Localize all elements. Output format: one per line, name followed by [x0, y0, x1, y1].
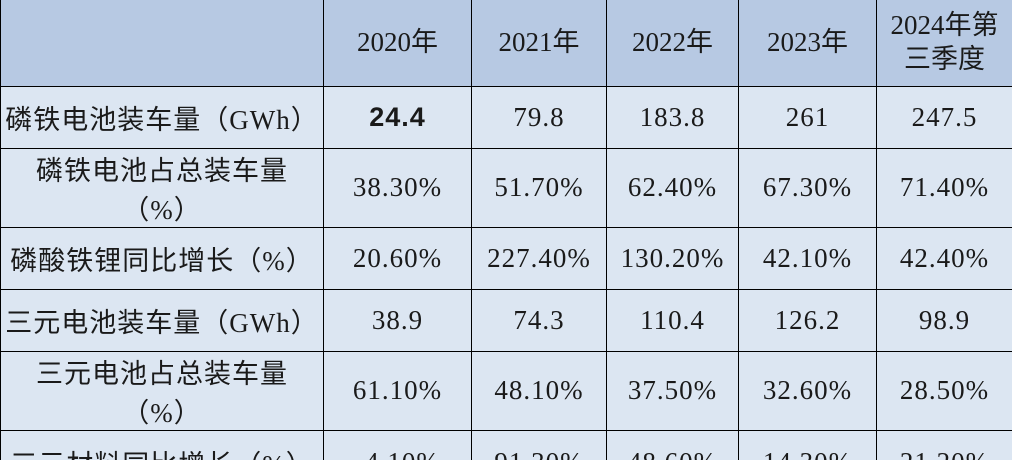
cell-value: 61.10%	[323, 350, 472, 431]
cell-value: 20.60%	[323, 226, 472, 290]
column-header-2020: 2020年	[323, 0, 472, 87]
cell-value: -4.10%	[323, 429, 472, 460]
row-label-lfp-share: 磷铁电池占总装车量（%）	[0, 147, 324, 228]
row-label-ternary-yoy: 三元材料同比增长（%）	[0, 429, 324, 460]
row-label-ternary-share: 三元电池占总装车量（%）	[0, 350, 324, 431]
cell-value: 38.9	[323, 288, 472, 352]
cell-value: 48.10%	[471, 350, 607, 431]
table-row: 磷铁电池装车量（GWh） 24.4 79.8 183.8 261 247.5	[0, 85, 1012, 149]
table-row: 磷酸铁锂同比增长（%） 20.60% 227.40% 130.20% 42.10…	[0, 226, 1012, 290]
corner-cell	[0, 0, 324, 87]
column-header-2023: 2023年	[738, 0, 877, 87]
cell-value: 42.40%	[876, 226, 1012, 290]
cell-value: 62.40%	[606, 147, 739, 228]
cell-value: 51.70%	[471, 147, 607, 228]
column-header-2024q3: 2024年第三季度	[876, 0, 1012, 87]
table-row: 三元材料同比增长（%） -4.10% 91.30% 48.60% 14.30% …	[0, 429, 1012, 460]
table-row: 三元电池装车量（GWh） 38.9 74.3 110.4 126.2 98.9	[0, 288, 1012, 352]
table-row: 磷铁电池占总装车量（%） 38.30% 51.70% 62.40% 67.30%…	[0, 147, 1012, 228]
cell-value: 130.20%	[606, 226, 739, 290]
cell-value: 38.30%	[323, 147, 472, 228]
table-row: 三元电池占总装车量（%） 61.10% 48.10% 37.50% 32.60%…	[0, 350, 1012, 431]
cell-value: 14.30%	[738, 429, 877, 460]
cell-value: 126.2	[738, 288, 877, 352]
cell-value: 24.4	[323, 85, 472, 149]
header-row: 2020年 2021年 2022年 2023年 2024年第三季度	[0, 0, 1012, 87]
cell-value: 71.40%	[876, 147, 1012, 228]
cell-value: 21.20%	[876, 429, 1012, 460]
cell-value: 183.8	[606, 85, 739, 149]
cell-value: 261	[738, 85, 877, 149]
cell-value: 48.60%	[606, 429, 739, 460]
row-label-ternary-installed: 三元电池装车量（GWh）	[0, 288, 324, 352]
cell-value: 247.5	[876, 85, 1012, 149]
cell-value: 98.9	[876, 288, 1012, 352]
cell-value: 28.50%	[876, 350, 1012, 431]
cell-value: 37.50%	[606, 350, 739, 431]
cell-value: 227.40%	[471, 226, 607, 290]
cell-value: 42.10%	[738, 226, 877, 290]
row-label-lfp-yoy: 磷酸铁锂同比增长（%）	[0, 226, 324, 290]
cell-value: 79.8	[471, 85, 607, 149]
cell-value: 74.3	[471, 288, 607, 352]
column-header-2022: 2022年	[606, 0, 739, 87]
cell-value: 91.30%	[471, 429, 607, 460]
cell-value: 32.60%	[738, 350, 877, 431]
cell-value: 110.4	[606, 288, 739, 352]
row-label-lfp-installed: 磷铁电池装车量（GWh）	[0, 85, 324, 149]
cell-value: 67.30%	[738, 147, 877, 228]
column-header-2021: 2021年	[471, 0, 607, 87]
